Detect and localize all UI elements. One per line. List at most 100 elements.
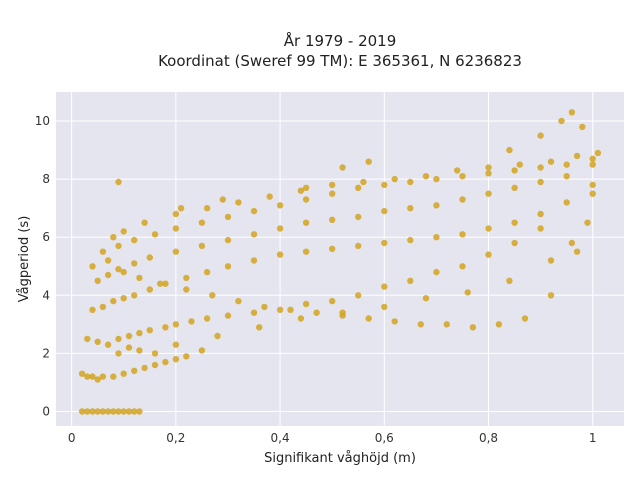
data-point	[302, 248, 310, 255]
data-point	[506, 277, 513, 284]
data-point	[131, 292, 138, 299]
data-point	[115, 350, 122, 357]
data-point	[84, 408, 91, 415]
data-point	[99, 408, 107, 415]
data-point	[407, 277, 414, 284]
x-tick-label: 0	[68, 431, 76, 445]
data-point	[485, 190, 492, 197]
y-tick-label: 10	[35, 114, 50, 128]
data-point	[302, 196, 310, 203]
data-point	[94, 338, 101, 345]
data-point	[198, 219, 206, 226]
data-point	[84, 335, 91, 343]
data-point	[355, 242, 362, 250]
data-point	[297, 315, 305, 322]
data-point	[94, 376, 101, 383]
data-point	[172, 321, 180, 328]
data-point	[120, 228, 127, 235]
data-point	[422, 173, 430, 180]
data-point	[407, 205, 414, 212]
data-point	[329, 297, 336, 305]
data-point	[203, 268, 211, 276]
data-point	[94, 408, 101, 415]
data-point	[120, 295, 127, 302]
data-point	[104, 408, 112, 415]
data-point	[589, 161, 596, 168]
x-tick-label: 1	[589, 431, 597, 445]
data-point	[339, 164, 346, 171]
data-point	[391, 318, 398, 325]
data-point	[589, 181, 596, 189]
data-point	[266, 193, 273, 200]
data-point	[276, 202, 284, 209]
data-point	[131, 367, 138, 374]
data-point	[511, 167, 518, 174]
data-point	[136, 408, 143, 415]
data-point	[485, 170, 492, 177]
data-point	[459, 231, 466, 238]
data-point	[485, 164, 492, 171]
data-point	[355, 184, 362, 191]
data-point	[183, 286, 190, 293]
data-point	[183, 353, 190, 360]
data-point	[302, 184, 310, 191]
data-point	[276, 251, 284, 258]
data-point	[454, 167, 461, 174]
data-point	[131, 236, 138, 244]
data-point	[276, 306, 284, 313]
data-point	[250, 309, 258, 316]
data-point	[110, 373, 117, 380]
data-point	[422, 295, 430, 302]
data-point	[146, 254, 153, 261]
data-point	[433, 175, 440, 183]
data-point	[568, 109, 576, 116]
data-point	[261, 303, 268, 311]
data-point	[511, 184, 518, 191]
data-point	[203, 315, 211, 322]
chart-subtitle: Koordinat (Sweref 99 TM): E 365361, N 62…	[158, 52, 522, 70]
x-tick-labels: 0 0,2 0,4 0,6 0,8 1	[68, 431, 597, 445]
x-axis-title: Signifikant våghöjd (m)	[264, 451, 416, 466]
data-point	[172, 248, 180, 255]
data-point	[146, 286, 153, 293]
data-point	[516, 161, 523, 168]
data-point	[511, 219, 518, 226]
data-point	[188, 318, 195, 325]
data-point	[136, 347, 143, 354]
y-tick-label: 4	[42, 288, 50, 302]
data-point	[433, 202, 440, 209]
data-point	[203, 205, 211, 212]
data-point	[104, 257, 112, 264]
data-point	[355, 213, 362, 221]
data-point	[99, 373, 107, 380]
data-point	[297, 187, 305, 194]
data-points	[78, 109, 602, 415]
data-point	[485, 225, 492, 232]
data-point	[224, 263, 232, 270]
data-point	[151, 350, 159, 357]
data-point	[219, 196, 226, 203]
data-point	[459, 173, 466, 180]
data-point	[125, 408, 133, 415]
data-point	[563, 161, 570, 168]
data-point	[250, 207, 258, 215]
data-point	[198, 347, 206, 354]
data-point	[89, 408, 96, 415]
data-point	[417, 321, 424, 328]
data-point	[224, 213, 232, 221]
data-point	[172, 225, 180, 232]
data-point	[146, 327, 153, 334]
data-point	[172, 341, 180, 348]
data-point	[115, 178, 122, 186]
data-point	[579, 123, 586, 131]
data-point	[172, 356, 180, 363]
data-point	[177, 205, 185, 212]
data-point	[89, 306, 96, 313]
data-point	[381, 181, 388, 189]
data-point	[151, 361, 159, 369]
data-point	[511, 239, 518, 247]
data-point	[256, 324, 263, 331]
data-point	[506, 146, 513, 154]
data-point	[115, 408, 122, 415]
y-tick-label: 0	[42, 404, 50, 418]
